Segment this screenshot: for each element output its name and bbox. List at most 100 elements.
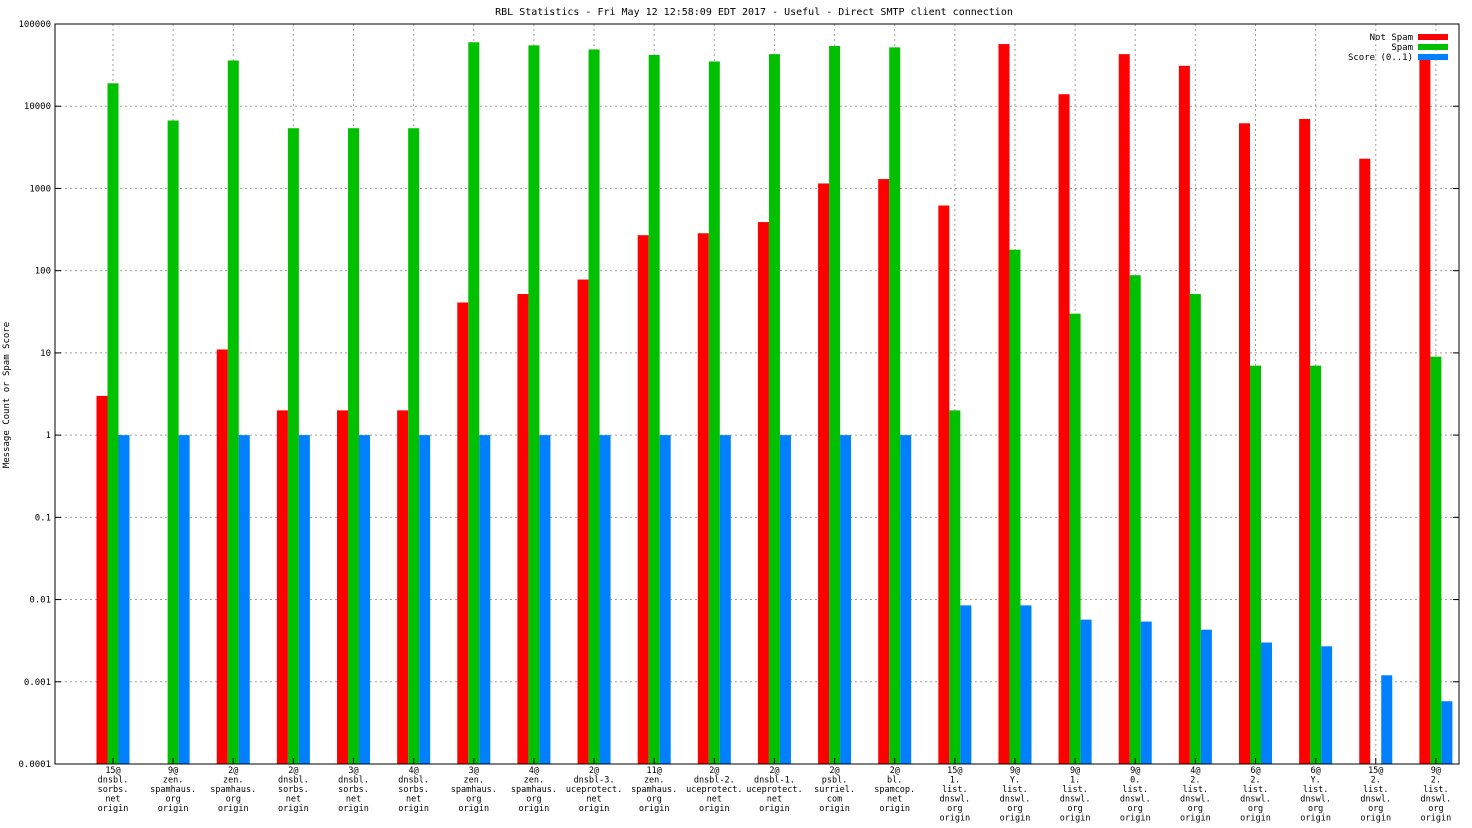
category-label-line: 2. xyxy=(1250,776,1260,786)
bar-spam xyxy=(1249,365,1261,764)
bar-not-spam xyxy=(517,294,529,764)
category-label-line: zen. xyxy=(223,776,243,786)
bar-score-0-1 xyxy=(1020,605,1032,764)
category-label-line: 9@ xyxy=(1130,766,1140,776)
category-label-line: 9@ xyxy=(1070,766,1080,776)
category-label-line: origin xyxy=(338,804,369,814)
category-label-line: spamhaus. xyxy=(210,785,256,795)
category-label-line: spamhaus. xyxy=(451,785,497,795)
category-label-line: dnsbl. xyxy=(98,776,129,786)
category-label-line: origin xyxy=(699,804,730,814)
category-label-line: 15@ xyxy=(947,766,962,776)
category-label-line: origin xyxy=(398,804,429,814)
bar-spam xyxy=(1069,313,1081,764)
category-label-line: dnsbl. xyxy=(278,776,309,786)
bar-not-spam xyxy=(1118,54,1130,765)
bar-spam xyxy=(408,128,420,764)
y-tick-label: 100 xyxy=(35,267,51,277)
bar-score-0-1 xyxy=(118,435,130,764)
legend-swatch xyxy=(1418,44,1448,50)
category-label-line: 0. xyxy=(1130,776,1140,786)
category-label-line: surriel. xyxy=(814,785,855,795)
legend-label: Score (0..1) xyxy=(1348,53,1413,63)
bar-score-0-1 xyxy=(1321,646,1333,764)
category-label-line: dnsbl-2. xyxy=(694,776,735,786)
bar-score-0-1 xyxy=(1260,642,1272,764)
category-label-line: net xyxy=(406,795,421,805)
bar-spam xyxy=(227,60,239,764)
category-label-line: 2@ xyxy=(288,766,298,776)
category-label-line: dnswl. xyxy=(1240,795,1271,805)
category-label-line: org xyxy=(647,795,662,805)
category-label-line: origin xyxy=(939,814,970,824)
category-label-line: net xyxy=(887,795,902,805)
category-label-line: 2. xyxy=(1431,776,1441,786)
bar-spam xyxy=(768,54,780,765)
category-label: 6@ Y. list. dnswl. org origin xyxy=(1300,766,1331,824)
bar-not-spam xyxy=(818,183,830,764)
bar-score-0-1 xyxy=(900,435,912,764)
bar-spam xyxy=(1129,275,1141,764)
y-tick-label: 0.1 xyxy=(35,513,51,523)
bar-not-spam xyxy=(216,349,228,764)
category-label-line: origin xyxy=(1180,814,1211,824)
legend-swatch xyxy=(1418,34,1448,40)
category-label-line: bl. xyxy=(887,776,902,786)
bar-not-spam xyxy=(878,179,890,764)
category-label-line: dnswl. xyxy=(939,795,970,805)
category-label-line: 3@ xyxy=(469,766,479,776)
category-label: 4@ 2. list. dnswl. org origin xyxy=(1180,766,1211,824)
category-label-line: uceprotect. xyxy=(746,785,802,795)
y-tick-label: 0.001 xyxy=(24,678,51,688)
category-label-line: origin xyxy=(1421,814,1452,824)
category-label-line: list. xyxy=(942,785,968,795)
category-label-line: 15@ xyxy=(105,766,120,776)
bar-score-0-1 xyxy=(719,435,731,764)
category-label-line: spamcop. xyxy=(874,785,915,795)
bar-score-0-1 xyxy=(1381,675,1393,764)
category-label-line: origin xyxy=(879,804,910,814)
category-label-line: 9@ xyxy=(1431,766,1441,776)
category-label-line: org xyxy=(1128,804,1143,814)
category-label-line: net xyxy=(346,795,361,805)
bar-not-spam xyxy=(697,233,709,764)
category-label: 2@ dnsbl-3. uceprotect. net origin xyxy=(566,766,622,814)
category-label-line: net xyxy=(105,795,120,805)
category-label-line: zen. xyxy=(644,776,664,786)
bar-score-0-1 xyxy=(238,435,250,764)
category-label-line: psbl. xyxy=(822,776,848,786)
y-tick-label: 1 xyxy=(46,431,51,441)
category-label-line: org xyxy=(165,795,180,805)
category-label-line: sorbs. xyxy=(338,785,369,795)
y-tick-label: 100000 xyxy=(18,20,51,30)
category-label-line: dnswl. xyxy=(1360,795,1391,805)
bar-spam xyxy=(468,42,480,764)
chart-title: RBL Statistics - Fri May 12 12:58:09 EDT… xyxy=(495,7,1013,18)
legend-label: Spam xyxy=(1391,43,1413,53)
category-label-line: origin xyxy=(278,804,309,814)
category-label-line: list. xyxy=(1183,785,1209,795)
bar-not-spam xyxy=(337,410,349,764)
category-label-line: Y. xyxy=(1311,776,1321,786)
category-label-line: Y. xyxy=(1010,776,1020,786)
category-label: 15@ dnsbl. sorbs. net origin xyxy=(98,766,129,814)
category-label: 11@ zen. spamhaus. org origin xyxy=(631,766,677,814)
category-label-line: dnsbl. xyxy=(338,776,369,786)
category-label-line: 9@ xyxy=(1010,766,1020,776)
bar-score-0-1 xyxy=(599,435,611,764)
category-label-line: origin xyxy=(519,804,550,814)
bar-score-0-1 xyxy=(1140,621,1152,764)
category-label-line: zen. xyxy=(163,776,183,786)
category-label: 4@ zen. spamhaus. org origin xyxy=(511,766,557,814)
category-label-line: 1. xyxy=(1070,776,1080,786)
bar-score-0-1 xyxy=(840,435,852,764)
category-label-line: dnsbl. xyxy=(398,776,429,786)
category-label-line: 1. xyxy=(950,776,960,786)
bar-score-0-1 xyxy=(779,435,791,764)
bar-spam xyxy=(287,128,299,764)
category-label-line: sorbs. xyxy=(398,785,429,795)
category-label-line: org xyxy=(1067,804,1082,814)
category-label-line: origin xyxy=(639,804,670,814)
